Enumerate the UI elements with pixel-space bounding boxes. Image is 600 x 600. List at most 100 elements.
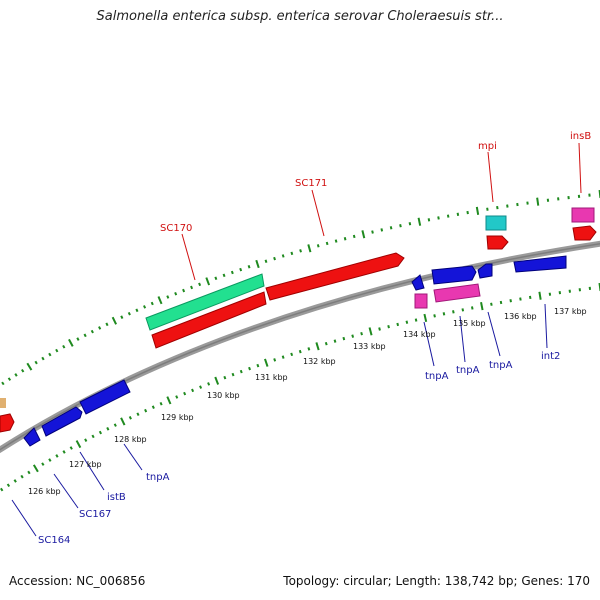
tick-mark [417, 217, 422, 226]
tick-mark [111, 316, 118, 325]
tick-mark [55, 348, 59, 353]
tick-mark [333, 339, 337, 343]
gene-insB[interactable] [571, 207, 595, 223]
tick-mark [7, 377, 12, 381]
tick-mark [351, 334, 355, 338]
inner-tick-track [0, 282, 600, 492]
gene-SC171[interactable] [265, 252, 405, 301]
tick-mark [62, 450, 66, 454]
tick-mark [290, 352, 294, 357]
tick-mark [255, 259, 260, 269]
gene-blue-2[interactable] [41, 406, 83, 437]
tick-mark [475, 206, 480, 215]
tick-mark [14, 373, 18, 377]
tick-mark [214, 376, 220, 385]
tick-mark [499, 300, 503, 305]
tick-mark [32, 464, 39, 473]
label-tnpA-4: tnpA [489, 360, 513, 371]
tick-mark [135, 308, 139, 313]
gene-blue-6[interactable] [477, 263, 493, 279]
tick-mark [239, 369, 243, 374]
tick-mark [378, 327, 381, 331]
tick-mark [166, 396, 172, 405]
tick-mark [136, 412, 140, 417]
tick-mark [113, 423, 117, 427]
gene-blue-1[interactable] [23, 427, 41, 447]
gene-mpi[interactable] [485, 215, 507, 231]
gene-blue-7[interactable] [513, 255, 567, 273]
label-SC171: SC171 [295, 178, 327, 189]
tick-mark [127, 311, 131, 316]
tick-mark [230, 270, 234, 275]
tick-mark [166, 295, 170, 299]
tick-mark [26, 362, 33, 371]
tick-mark [247, 265, 251, 269]
tick-mark [106, 427, 110, 431]
gene-blue-5[interactable] [431, 265, 477, 285]
tick-mark [128, 416, 132, 420]
tick-mark [437, 216, 440, 220]
tick-mark [20, 474, 24, 479]
label-SC170: SC170 [160, 223, 192, 234]
kbp-label-127: 127 kbp [69, 460, 102, 469]
gene-red-1[interactable] [151, 291, 267, 349]
tick-mark [91, 434, 95, 439]
label-int2: int2 [541, 351, 560, 362]
tick-mark [538, 291, 542, 300]
label-SC164: SC164 [38, 535, 70, 546]
tick-mark [315, 342, 320, 351]
tick-mark [83, 333, 87, 338]
kbp-label-126: 126 kbp [28, 487, 61, 496]
tick-mark [273, 256, 276, 261]
tick-mark [157, 296, 163, 305]
outer-genes [0, 207, 597, 433]
genome-stats-text: Topology: circular; Length: 138,742 bp; … [283, 574, 590, 588]
gene-red-left[interactable] [0, 413, 15, 433]
tick-mark [408, 222, 412, 226]
tick-mark [480, 301, 484, 311]
tick-mark [389, 226, 393, 230]
tick-mark [352, 234, 356, 239]
gene-blue-4[interactable] [411, 274, 425, 291]
tick-mark [307, 244, 312, 253]
gene-blue-3[interactable] [79, 379, 131, 415]
gene-SC170[interactable] [145, 273, 265, 331]
genome-title: Salmonella enterica subsp. enterica sero… [96, 9, 504, 24]
tick-mark [34, 360, 38, 365]
tick-mark [433, 314, 436, 318]
kbp-label-134: 134 kbp [403, 330, 436, 339]
gene-red-mpi[interactable] [486, 235, 509, 250]
tick-mark [98, 430, 102, 435]
kbp-label-129: 129 kbp [161, 413, 194, 422]
tick-mark [21, 368, 25, 373]
tick-mark [0, 487, 4, 492]
tick-mark [446, 214, 450, 218]
tick-mark [368, 327, 373, 336]
gene-pink-1[interactable] [414, 293, 428, 309]
gene-pink-2[interactable] [433, 283, 481, 303]
label-mpi: mpi [478, 141, 497, 152]
tick-mark [191, 388, 195, 393]
tick-mark [48, 352, 52, 357]
kbp-label-136: 136 kbp [504, 312, 537, 321]
tick-mark [105, 322, 109, 327]
tick-mark [199, 385, 203, 389]
genome-backbone [0, 240, 600, 454]
label-SC167: SC167 [79, 509, 111, 520]
tick-mark [461, 308, 465, 312]
gene-tan-left[interactable] [0, 398, 6, 408]
tick-mark [299, 249, 302, 253]
tick-mark [222, 273, 226, 278]
tick-mark [536, 197, 540, 206]
tick-mark [175, 395, 179, 399]
gene-red-insB[interactable] [572, 225, 597, 241]
tick-mark [290, 251, 294, 256]
tick-mark [182, 288, 186, 293]
label-tnpA-1: tnpA [146, 472, 170, 483]
tick-mark [324, 341, 328, 346]
tick-mark [456, 212, 460, 216]
tick-mark [273, 358, 277, 362]
tick-mark [190, 285, 194, 290]
tick-mark [223, 375, 227, 380]
inner-genes [23, 255, 567, 447]
